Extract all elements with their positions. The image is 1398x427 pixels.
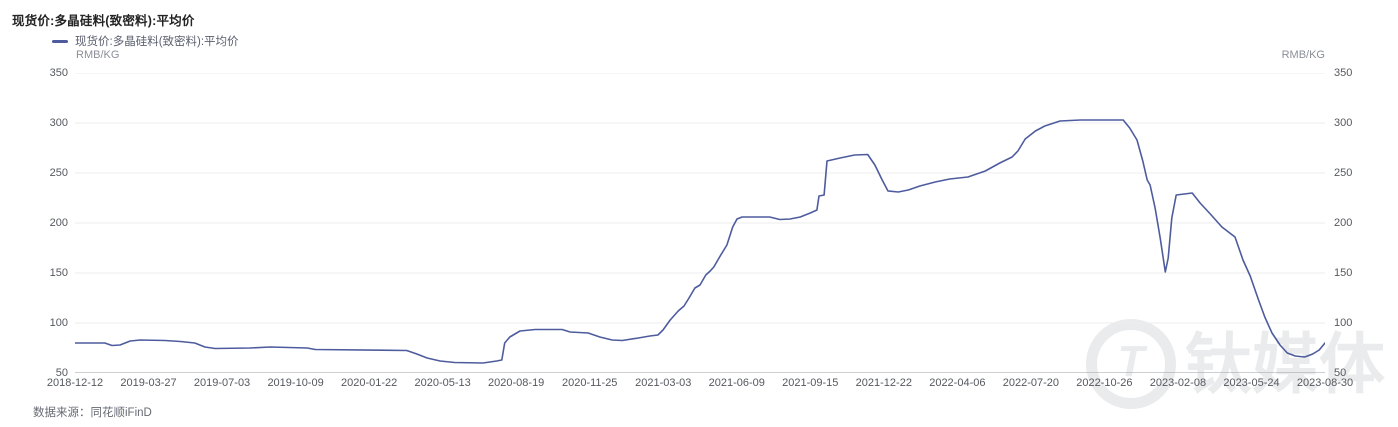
y-tick-label-left: 350 — [49, 67, 68, 79]
y-tick-label-left: 150 — [49, 267, 68, 279]
y-tick-label-left: 50 — [55, 367, 68, 379]
x-tick-label: 2021-12-22 — [855, 377, 912, 389]
y-tick-label-right: 350 — [1334, 67, 1353, 79]
watermark-logo-icon: T — [1086, 319, 1176, 409]
y-axis-unit-left: RMB/KG — [76, 49, 120, 61]
x-tick-label: 2023-08-30 — [1296, 377, 1354, 389]
x-tick-label: 2021-06-09 — [708, 377, 765, 389]
y-tick-label-right: 150 — [1334, 267, 1353, 279]
x-tick-label: 2020-01-22 — [340, 377, 398, 389]
x-tick-label: 2021-09-15 — [782, 377, 839, 389]
y-tick-label-left: 100 — [49, 317, 68, 329]
data-source-note: 数据来源：同花顺iFinD — [33, 407, 152, 419]
x-tick-label: 2019-10-09 — [267, 377, 324, 389]
y-tick-label-right: 200 — [1334, 217, 1353, 229]
x-tick-label: 2023-05-24 — [1223, 377, 1280, 389]
legend-line-swatch — [52, 39, 68, 43]
x-tick-label: 2019-07-03 — [193, 377, 251, 389]
legend-series-label: 现货价:多晶硅料(致密料):平均价 — [75, 36, 239, 48]
x-tick-label: 2022-07-20 — [1002, 377, 1060, 389]
x-tick-label: 2020-05-13 — [414, 377, 471, 389]
price-line-chart — [75, 73, 1325, 373]
y-tick-label-right: 100 — [1334, 317, 1353, 329]
y-tick-label-left: 300 — [49, 117, 68, 129]
y-tick-label-right: 50 — [1334, 367, 1347, 379]
legend: 现货价:多晶硅料(致密料):平均价 — [52, 33, 239, 49]
chart-title: 现货价:多晶硅料(致密料):平均价 — [12, 14, 195, 28]
x-tick-label: 2022-10-26 — [1076, 377, 1133, 389]
y-tick-label-left: 200 — [49, 217, 68, 229]
x-tick-label: 2022-04-06 — [929, 377, 986, 389]
x-tick-label: 2018-12-12 — [46, 377, 104, 389]
x-tick-label: 2020-11-25 — [561, 377, 618, 389]
x-tick-label: 2020-08-19 — [488, 377, 545, 389]
watermark: T 钛媒体 — [1086, 319, 1386, 409]
x-tick-label: 2023-02-08 — [1149, 377, 1207, 389]
y-tick-label-right: 300 — [1334, 117, 1353, 129]
watermark-logo-glyph: T — [1117, 337, 1145, 386]
y-axis-unit-right: RMB/KG — [1281, 49, 1325, 61]
x-tick-label: 2019-03-27 — [120, 377, 177, 389]
x-tick-label: 2021-03-03 — [635, 377, 692, 389]
y-tick-label-left: 250 — [49, 167, 68, 179]
y-tick-label-right: 250 — [1334, 167, 1353, 179]
watermark-text: 钛媒体 — [1185, 327, 1386, 401]
price-series-line — [75, 119, 1325, 364]
